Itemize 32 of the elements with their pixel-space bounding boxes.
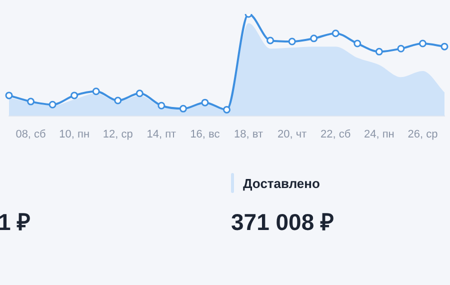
point — [266, 36, 274, 44]
x-tick-label: 22, сб — [320, 128, 351, 140]
point — [158, 102, 166, 110]
x-tick-label: 10, пн — [59, 128, 90, 140]
x-tick-label: 24, пн — [364, 128, 394, 140]
x-tick-label: 12, ср — [102, 128, 133, 140]
text: 371 008 ₽ — [231, 208, 334, 237]
point — [223, 106, 230, 114]
point — [70, 92, 78, 100]
point — [136, 90, 144, 98]
x-tick-label: 26, ср — [408, 128, 438, 140]
point — [440, 42, 448, 50]
point — [92, 88, 100, 96]
legend-label: Доставлено — [243, 176, 320, 190]
x-tick-label: 16, вс — [190, 128, 220, 140]
x-tick-label: 14, пт — [146, 128, 176, 140]
point — [201, 98, 209, 106]
point — [114, 96, 122, 104]
point — [375, 48, 383, 56]
point — [418, 40, 426, 48]
point — [354, 40, 362, 48]
point — [310, 34, 318, 42]
point — [179, 104, 187, 112]
point — [332, 30, 340, 38]
point — [288, 38, 296, 46]
x-tick-label: 08, сб — [16, 128, 46, 140]
x-tick-label: 20, чт — [278, 128, 307, 140]
point — [48, 100, 56, 108]
point — [397, 44, 405, 52]
point — [27, 98, 35, 106]
point — [5, 92, 13, 100]
x-tick-label: 18, вт — [234, 128, 264, 140]
